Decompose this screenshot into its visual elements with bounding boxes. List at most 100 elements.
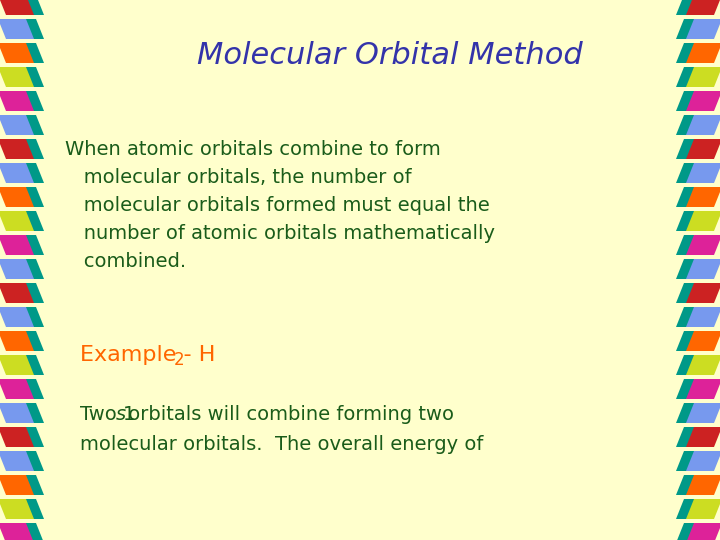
Polygon shape: [0, 307, 34, 327]
Polygon shape: [8, 139, 44, 159]
Text: When atomic orbitals combine to form: When atomic orbitals combine to form: [65, 140, 441, 159]
Polygon shape: [8, 523, 44, 540]
Polygon shape: [686, 499, 720, 519]
Polygon shape: [8, 331, 44, 351]
Polygon shape: [686, 307, 720, 327]
Polygon shape: [0, 0, 34, 15]
Text: molecular orbitals, the number of: molecular orbitals, the number of: [65, 168, 412, 187]
Polygon shape: [8, 259, 44, 279]
Polygon shape: [676, 163, 712, 183]
Polygon shape: [686, 163, 720, 183]
Polygon shape: [0, 235, 34, 255]
Text: molecular orbitals.  The overall energy of: molecular orbitals. The overall energy o…: [80, 435, 483, 455]
Polygon shape: [8, 451, 44, 471]
Polygon shape: [8, 211, 44, 231]
Text: Molecular Orbital Method: Molecular Orbital Method: [197, 40, 583, 70]
Polygon shape: [8, 475, 44, 495]
Polygon shape: [8, 403, 44, 423]
Polygon shape: [686, 187, 720, 207]
Polygon shape: [676, 331, 712, 351]
Text: 2: 2: [174, 351, 184, 369]
Polygon shape: [676, 235, 712, 255]
Text: molecular orbitals formed must equal the: molecular orbitals formed must equal the: [65, 196, 490, 215]
Polygon shape: [8, 307, 44, 327]
Polygon shape: [0, 67, 34, 87]
Polygon shape: [676, 115, 712, 135]
Polygon shape: [676, 67, 712, 87]
Polygon shape: [686, 211, 720, 231]
Polygon shape: [676, 0, 712, 15]
Polygon shape: [0, 403, 34, 423]
Polygon shape: [0, 283, 34, 303]
Polygon shape: [686, 235, 720, 255]
Polygon shape: [676, 43, 712, 63]
Polygon shape: [676, 259, 712, 279]
Polygon shape: [8, 283, 44, 303]
Polygon shape: [686, 283, 720, 303]
Polygon shape: [8, 19, 44, 39]
Polygon shape: [0, 19, 34, 39]
Polygon shape: [676, 379, 712, 399]
Polygon shape: [0, 259, 34, 279]
Polygon shape: [676, 427, 712, 447]
Polygon shape: [676, 139, 712, 159]
Polygon shape: [8, 379, 44, 399]
Polygon shape: [8, 67, 44, 87]
Polygon shape: [686, 259, 720, 279]
Polygon shape: [686, 0, 720, 15]
Polygon shape: [0, 139, 34, 159]
Polygon shape: [0, 163, 34, 183]
Polygon shape: [686, 475, 720, 495]
Polygon shape: [0, 499, 34, 519]
Polygon shape: [0, 475, 34, 495]
Polygon shape: [8, 0, 44, 15]
Polygon shape: [686, 43, 720, 63]
Polygon shape: [676, 283, 712, 303]
Polygon shape: [8, 235, 44, 255]
Polygon shape: [686, 19, 720, 39]
Polygon shape: [676, 499, 712, 519]
Polygon shape: [8, 187, 44, 207]
Polygon shape: [676, 355, 712, 375]
Polygon shape: [676, 19, 712, 39]
Polygon shape: [686, 451, 720, 471]
Polygon shape: [8, 43, 44, 63]
Text: Example - H: Example - H: [80, 345, 215, 365]
Polygon shape: [686, 379, 720, 399]
Text: Two 1: Two 1: [80, 406, 135, 424]
Polygon shape: [686, 427, 720, 447]
Text: number of atomic orbitals mathematically: number of atomic orbitals mathematically: [65, 224, 495, 243]
Polygon shape: [8, 427, 44, 447]
Polygon shape: [0, 115, 34, 135]
Polygon shape: [0, 43, 34, 63]
Polygon shape: [676, 523, 712, 540]
Polygon shape: [0, 211, 34, 231]
Polygon shape: [676, 187, 712, 207]
Polygon shape: [0, 523, 34, 540]
Polygon shape: [0, 451, 34, 471]
Polygon shape: [8, 91, 44, 111]
Text: combined.: combined.: [65, 252, 186, 271]
Polygon shape: [0, 379, 34, 399]
Polygon shape: [676, 475, 712, 495]
Polygon shape: [8, 355, 44, 375]
Polygon shape: [686, 115, 720, 135]
Polygon shape: [0, 427, 34, 447]
Polygon shape: [686, 331, 720, 351]
Polygon shape: [686, 355, 720, 375]
Polygon shape: [0, 331, 34, 351]
Polygon shape: [8, 115, 44, 135]
Polygon shape: [686, 523, 720, 540]
Polygon shape: [676, 451, 712, 471]
Polygon shape: [686, 139, 720, 159]
Polygon shape: [686, 67, 720, 87]
Polygon shape: [676, 91, 712, 111]
Polygon shape: [676, 211, 712, 231]
Polygon shape: [686, 403, 720, 423]
Polygon shape: [0, 187, 34, 207]
Text: s: s: [116, 406, 126, 424]
Polygon shape: [0, 91, 34, 111]
Polygon shape: [676, 307, 712, 327]
Polygon shape: [686, 91, 720, 111]
Polygon shape: [0, 355, 34, 375]
